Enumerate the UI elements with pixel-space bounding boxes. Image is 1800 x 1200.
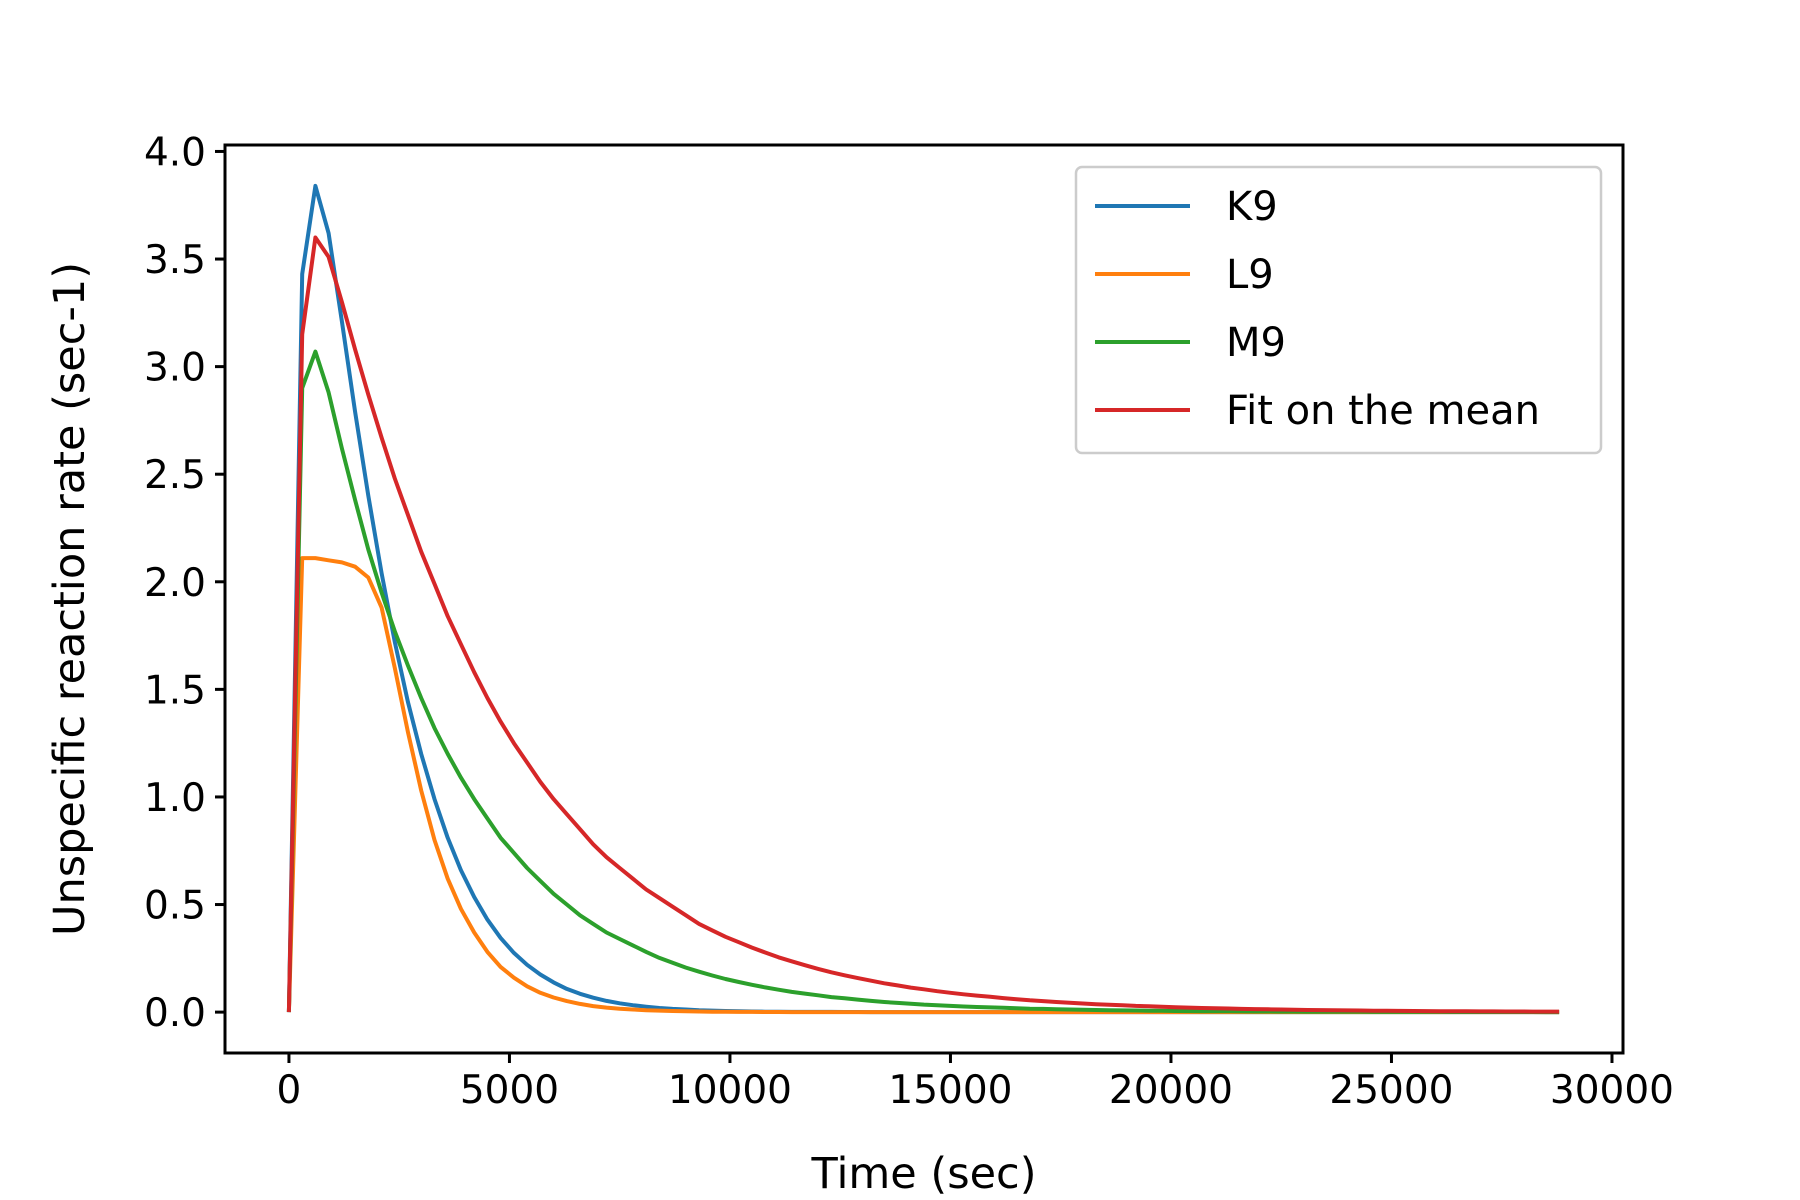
plot-frame bbox=[223, 143, 1625, 1055]
y-tick-label: 2.0 bbox=[144, 561, 206, 606]
y-axis-ticks: 0.0 0.5 1.0 1.5 2.0 2.5 3.0 3.5 4.0 bbox=[144, 130, 225, 1036]
x-tick-label: 30000 bbox=[1550, 1068, 1674, 1113]
y-tick-label: 3.5 bbox=[144, 238, 206, 283]
x-tick-label: 0 bbox=[277, 1068, 302, 1113]
y-tick-label: 3.0 bbox=[144, 346, 206, 391]
legend-label-1: K9 bbox=[1226, 184, 1278, 230]
y-tick-label: 1.0 bbox=[144, 776, 206, 821]
y-tick-label: 4.0 bbox=[144, 130, 206, 175]
x-tick-label: 10000 bbox=[668, 1068, 792, 1113]
x-axis-label: Time (sec) bbox=[811, 1149, 1037, 1199]
x-tick-label: 25000 bbox=[1329, 1068, 1453, 1113]
legend-label-2: L9 bbox=[1226, 252, 1274, 298]
y-tick-label: 0.0 bbox=[144, 991, 206, 1036]
legend: K9 L9 M9 Fit on the mean bbox=[1074, 165, 1603, 455]
x-tick-label: 15000 bbox=[888, 1068, 1012, 1113]
series-layer bbox=[286, 183, 1560, 1015]
y-tick-label: 1.5 bbox=[144, 668, 206, 713]
legend-entries: K9 L9 M9 Fit on the mean bbox=[1095, 184, 1540, 434]
legend-label-3: M9 bbox=[1226, 320, 1286, 366]
x-tick-label: 5000 bbox=[460, 1068, 559, 1113]
y-axis-label: Unspecific reaction rate (sec-1) bbox=[45, 262, 95, 936]
legend-box bbox=[1074, 165, 1603, 455]
x-tick-label: 20000 bbox=[1109, 1068, 1233, 1113]
series-line-4 bbox=[286, 235, 1560, 1014]
y-tick-label: 2.5 bbox=[144, 453, 206, 498]
y-tick-label: 0.5 bbox=[144, 884, 206, 929]
legend-label-4: Fit on the mean bbox=[1226, 388, 1540, 434]
x-axis-ticks: 0 5000 10000 15000 20000 25000 30000 bbox=[277, 1053, 1674, 1113]
